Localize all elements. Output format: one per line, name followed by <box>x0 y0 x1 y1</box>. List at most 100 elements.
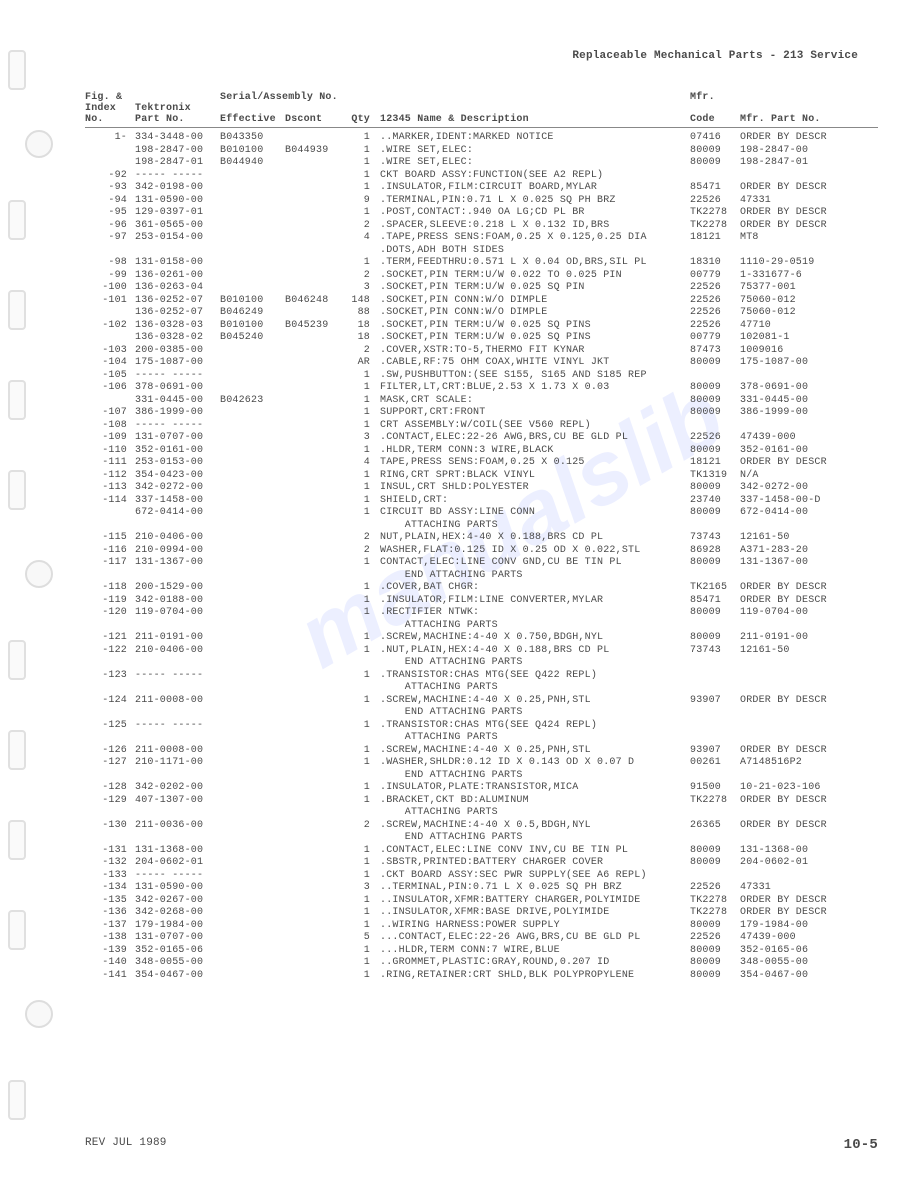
cell-fig <box>85 832 135 845</box>
cell-mfrpart: 75060-012 <box>740 307 860 320</box>
cell-dscont <box>285 907 350 920</box>
cell-mfrpart <box>740 720 860 733</box>
cell-fig: -112 <box>85 470 135 483</box>
table-row: -113342-0272-001INSUL,CRT SHLD:POLYESTER… <box>85 482 878 495</box>
cell-fig: -95 <box>85 207 135 220</box>
table-row: -115210-0406-002NUT,PLAIN,HEX:4-40 X 0.1… <box>85 532 878 545</box>
cell-fig: -130 <box>85 820 135 833</box>
cell-desc: .INSULATOR,PLATE:TRANSISTOR,MICA <box>380 782 690 795</box>
cell-desc: .RING,RETAINER:CRT SHLD,BLK POLYPROPYLEN… <box>380 970 690 983</box>
cell-desc: TAPE,PRESS SENS:FOAM,0.25 X 0.125 <box>380 457 690 470</box>
cell-effective <box>220 470 285 483</box>
cell-qty: 1 <box>350 607 380 620</box>
cell-effective <box>220 695 285 708</box>
cell-code: 22526 <box>690 932 740 945</box>
cell-dscont <box>285 357 350 370</box>
cell-fig <box>85 245 135 258</box>
cell-qty: 1 <box>350 745 380 758</box>
cell-effective <box>220 520 285 533</box>
cell-fig: -135 <box>85 895 135 908</box>
header-serial: Serial/Assembly No. <box>220 92 350 103</box>
cell-effective <box>220 895 285 908</box>
cell-desc: NUT,PLAIN,HEX:4-40 X 0.188,BRS CD PL <box>380 532 690 545</box>
table-row: -107386-1999-001SUPPORT,CRT:FRONT8000938… <box>85 407 878 420</box>
cell-code <box>690 720 740 733</box>
cell-desc: END ATTACHING PARTS <box>380 770 690 783</box>
cell-qty: 2 <box>350 820 380 833</box>
cell-code: 73743 <box>690 645 740 658</box>
cell-fig: 1- <box>85 132 135 145</box>
cell-part: 131-0707-00 <box>135 432 220 445</box>
cell-code <box>690 807 740 820</box>
table-row: -112354-0423-001RING,CRT SPRT:BLACK VINY… <box>85 470 878 483</box>
cell-part: 210-0406-00 <box>135 645 220 658</box>
cell-part <box>135 807 220 820</box>
table-row: -110352-0161-001.HLDR,TERM CONN:3 WIRE,B… <box>85 445 878 458</box>
cell-part: 131-1368-00 <box>135 845 220 858</box>
table-row: -136342-0268-001..INSULATOR,XFMR:BASE DR… <box>85 907 878 920</box>
cell-fig: -99 <box>85 270 135 283</box>
cell-mfrpart <box>740 707 860 720</box>
cell-dscont <box>285 770 350 783</box>
cell-fig: -103 <box>85 345 135 358</box>
cell-dscont <box>285 220 350 233</box>
cell-qty: 1 <box>350 507 380 520</box>
cell-code: 93907 <box>690 695 740 708</box>
table-row: END ATTACHING PARTS <box>85 657 878 670</box>
table-row: .DOTS,ADH BOTH SIDES <box>85 245 878 258</box>
cell-dscont <box>285 657 350 670</box>
cell-dscont: B046248 <box>285 295 350 308</box>
cell-desc: CIRCUIT BD ASSY:LINE CONN <box>380 507 690 520</box>
cell-desc: .SOCKET,PIN CONN:W/O DIMPLE <box>380 295 690 308</box>
cell-part: ----- ----- <box>135 170 220 183</box>
cell-dscont <box>285 970 350 983</box>
cell-effective <box>220 445 285 458</box>
cell-effective <box>220 582 285 595</box>
cell-qty: 4 <box>350 232 380 245</box>
cell-fig <box>85 682 135 695</box>
cell-part <box>135 520 220 533</box>
cell-part: 119-0704-00 <box>135 607 220 620</box>
cell-part: 179-1984-00 <box>135 920 220 933</box>
cell-fig: -125 <box>85 720 135 733</box>
cell-qty: 2 <box>350 345 380 358</box>
cell-fig: -134 <box>85 882 135 895</box>
cell-part: 211-0191-00 <box>135 632 220 645</box>
cell-code: 18121 <box>690 457 740 470</box>
cell-code: 80009 <box>690 445 740 458</box>
table-row: -109131-0707-003.CONTACT,ELEC:22-26 AWG,… <box>85 432 878 445</box>
cell-fig: -97 <box>85 232 135 245</box>
cell-qty: 5 <box>350 932 380 945</box>
cell-effective <box>220 932 285 945</box>
cell-desc: ...CONTACT,ELEC:22-26 AWG,BRS,CU BE GLD … <box>380 932 690 945</box>
cell-qty: 9 <box>350 195 380 208</box>
cell-effective <box>220 832 285 845</box>
cell-mfrpart: 75060-012 <box>740 295 860 308</box>
cell-code: 91500 <box>690 782 740 795</box>
cell-part: 211-0008-00 <box>135 695 220 708</box>
table-row: 198-2847-01B0449401.WIRE SET,ELEC:800091… <box>85 157 878 170</box>
cell-part: 131-0707-00 <box>135 932 220 945</box>
cell-fig <box>85 657 135 670</box>
cell-dscont <box>285 870 350 883</box>
cell-code: 00779 <box>690 332 740 345</box>
cell-qty: 1 <box>350 670 380 683</box>
cell-dscont <box>285 257 350 270</box>
cell-mfrpart: 175-1087-00 <box>740 357 860 370</box>
cell-fig: -126 <box>85 745 135 758</box>
cell-code <box>690 420 740 433</box>
cell-desc: END ATTACHING PARTS <box>380 570 690 583</box>
cell-part: ----- ----- <box>135 420 220 433</box>
footer-revision: REV JUL 1989 <box>85 1137 167 1153</box>
cell-fig: -132 <box>85 857 135 870</box>
cell-mfrpart: 47439-000 <box>740 432 860 445</box>
cell-fig: -133 <box>85 870 135 883</box>
cell-fig <box>85 307 135 320</box>
cell-fig <box>85 507 135 520</box>
header-fig-l3: No. <box>85 114 135 125</box>
table-row: -122210-0406-001.NUT,PLAIN,HEX:4-40 X 0.… <box>85 645 878 658</box>
cell-desc: .SOCKET,PIN TERM:U/W 0.025 SQ PINS <box>380 332 690 345</box>
cell-dscont <box>285 407 350 420</box>
cell-qty: 18 <box>350 320 380 333</box>
cell-dscont <box>285 420 350 433</box>
